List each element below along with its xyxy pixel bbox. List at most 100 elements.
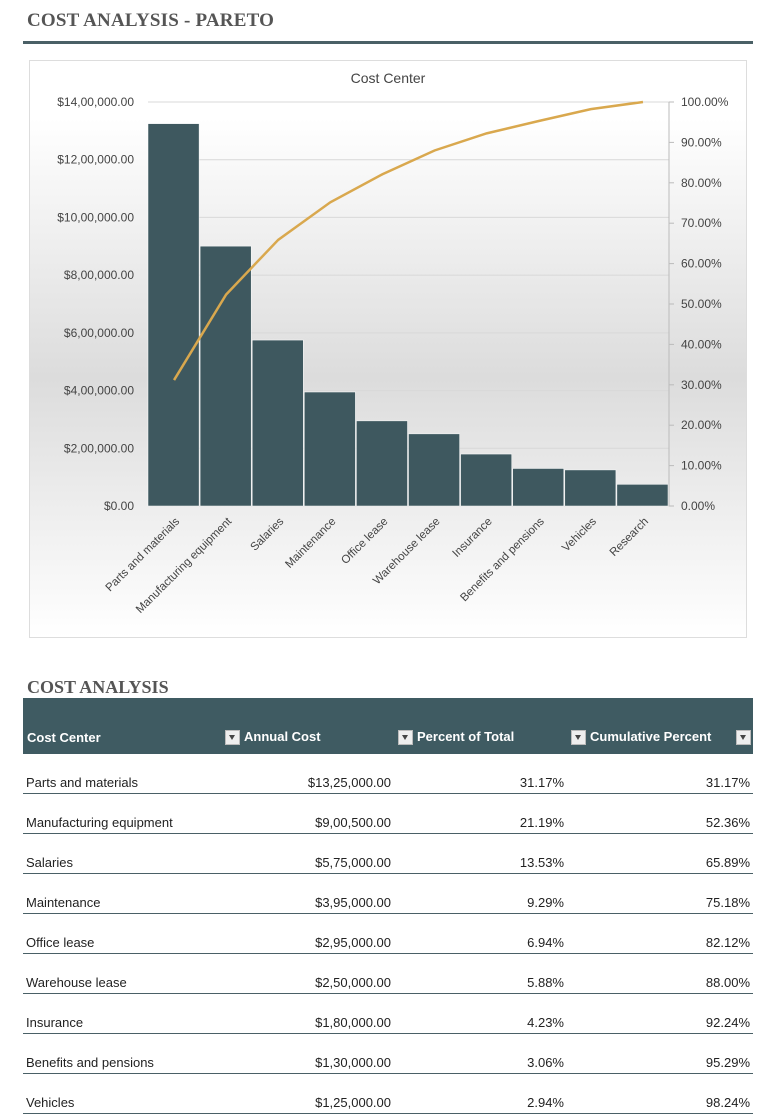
x-tick-label: Vehicles — [560, 515, 599, 554]
y-tick-label: $14,00,000.00 — [57, 95, 134, 109]
bar — [252, 340, 303, 506]
table-title: COST ANALYSIS — [27, 677, 169, 698]
cell-annual-cost: $9,00,500.00 — [221, 794, 394, 834]
y-tick-label: $2,00,000.00 — [64, 441, 134, 455]
cell-cost-center: Insurance — [23, 994, 221, 1034]
cell-cumulative: 82.12% — [567, 914, 753, 954]
table-header-row: Cost Center Annual Cost Percent of Total… — [23, 698, 753, 754]
cell-cumulative: 75.18% — [567, 874, 753, 914]
y2-tick-label: 40.00% — [681, 337, 722, 351]
x-tick-label: Research — [608, 516, 651, 559]
cell-cost-center: Benefits and pensions — [23, 1034, 221, 1074]
y2-tick-label: 50.00% — [681, 297, 722, 311]
header-cost-center: Cost Center — [23, 698, 221, 754]
cell-cumulative: 52.36% — [567, 794, 753, 834]
y2-tick-label: 30.00% — [681, 378, 722, 392]
y2-tick-label: 0.00% — [681, 499, 715, 513]
cell-cumulative: 95.29% — [567, 1034, 753, 1074]
y2-tick-label: 100.00% — [681, 95, 729, 109]
cell-annual-cost: $2,50,000.00 — [221, 954, 394, 994]
x-tick-label: Maintenance — [283, 516, 338, 571]
y2-tick-label: 70.00% — [681, 216, 722, 230]
x-tick-label: Salaries — [248, 515, 286, 553]
cell-cumulative: 98.24% — [567, 1074, 753, 1114]
filter-dropdown-cost-center[interactable] — [225, 730, 240, 745]
y2-tick-label: 80.00% — [681, 176, 722, 190]
chart-title: Cost Center — [351, 70, 426, 86]
cell-cumulative: 92.24% — [567, 994, 753, 1034]
y-tick-label: $0.00 — [104, 499, 134, 513]
cell-cost-center: Parts and materials — [23, 754, 221, 794]
cell-percent-total: 21.19% — [394, 794, 567, 834]
bar — [409, 434, 460, 506]
y2-tick-label: 20.00% — [681, 418, 722, 432]
bar — [565, 470, 616, 506]
cell-cost-center: Salaries — [23, 834, 221, 874]
y2-tick-label: 10.00% — [681, 459, 722, 473]
cell-cumulative: 31.17% — [567, 754, 753, 794]
cell-annual-cost: $1,80,000.00 — [221, 994, 394, 1034]
cell-cumulative: 65.89% — [567, 834, 753, 874]
bar — [617, 484, 668, 506]
cell-percent-total: 5.88% — [394, 954, 567, 994]
cell-annual-cost: $1,30,000.00 — [221, 1034, 394, 1074]
filter-dropdown-percent-total[interactable] — [571, 730, 586, 745]
y-tick-label: $4,00,000.00 — [64, 384, 134, 398]
cell-percent-total: 31.17% — [394, 754, 567, 794]
header-label: Percent of Total — [417, 729, 514, 744]
cell-cost-center: Vehicles — [23, 1074, 221, 1114]
y2-tick-label: 90.00% — [681, 135, 722, 149]
cell-percent-total: 3.06% — [394, 1034, 567, 1074]
title-divider — [23, 41, 753, 44]
header-label: Annual Cost — [244, 729, 321, 744]
chart-svg: Cost Center $0.00 $2,00,000.00 $4,00,000.0… — [30, 61, 746, 637]
cell-cost-center: Maintenance — [23, 874, 221, 914]
x-tick-label: Insurance — [451, 516, 495, 560]
cell-percent-total: 2.94% — [394, 1074, 567, 1114]
page-title: COST ANALYSIS - PARETO — [27, 10, 274, 32]
header-annual-cost: Annual Cost — [221, 698, 394, 754]
cell-cost-center: Warehouse lease — [23, 954, 221, 994]
cell-cumulative: 88.00% — [567, 954, 753, 994]
y-tick-label: $6,00,000.00 — [64, 326, 134, 340]
pareto-chart: Cost Center $0.00 $2,00,000.00 $4,00,000.0… — [29, 60, 747, 638]
cell-percent-total: 6.94% — [394, 914, 567, 954]
cell-annual-cost: $1,25,000.00 — [221, 1074, 394, 1114]
y-tick-label: $10,00,000.00 — [57, 210, 134, 224]
bar — [200, 246, 251, 506]
cell-annual-cost: $13,25,000.00 — [221, 754, 394, 794]
bar — [148, 124, 199, 506]
cell-annual-cost: $3,95,000.00 — [221, 874, 394, 914]
bar — [461, 454, 512, 506]
filter-dropdown-annual-cost[interactable] — [398, 730, 413, 745]
cell-percent-total: 4.23% — [394, 994, 567, 1034]
cell-cost-center: Office lease — [23, 914, 221, 954]
header-percent-total: Percent of Total — [394, 698, 567, 754]
x-tick-label: Manufacturing equipment — [134, 515, 235, 616]
bar — [304, 392, 355, 506]
header-label: Cost Center — [27, 730, 101, 745]
y-tick-label: $8,00,000.00 — [64, 268, 134, 282]
bar — [356, 421, 407, 506]
x-tick-label: Office lease — [339, 516, 390, 567]
y-tick-label: $12,00,000.00 — [57, 153, 134, 167]
y2-tick-label: 60.00% — [681, 257, 722, 271]
cell-cost-center: Manufacturing equipment — [23, 794, 221, 834]
cell-annual-cost: $2,95,000.00 — [221, 914, 394, 954]
cell-percent-total: 9.29% — [394, 874, 567, 914]
header-label: Cumulative Percent — [590, 729, 711, 744]
filter-dropdown-cumulative[interactable] — [736, 730, 751, 745]
x-tick-label: Benefits and pensions — [458, 515, 547, 604]
bar — [513, 468, 564, 506]
cell-percent-total: 13.53% — [394, 834, 567, 874]
cost-table: Cost Center Annual Cost Percent of Total… — [23, 698, 753, 1114]
